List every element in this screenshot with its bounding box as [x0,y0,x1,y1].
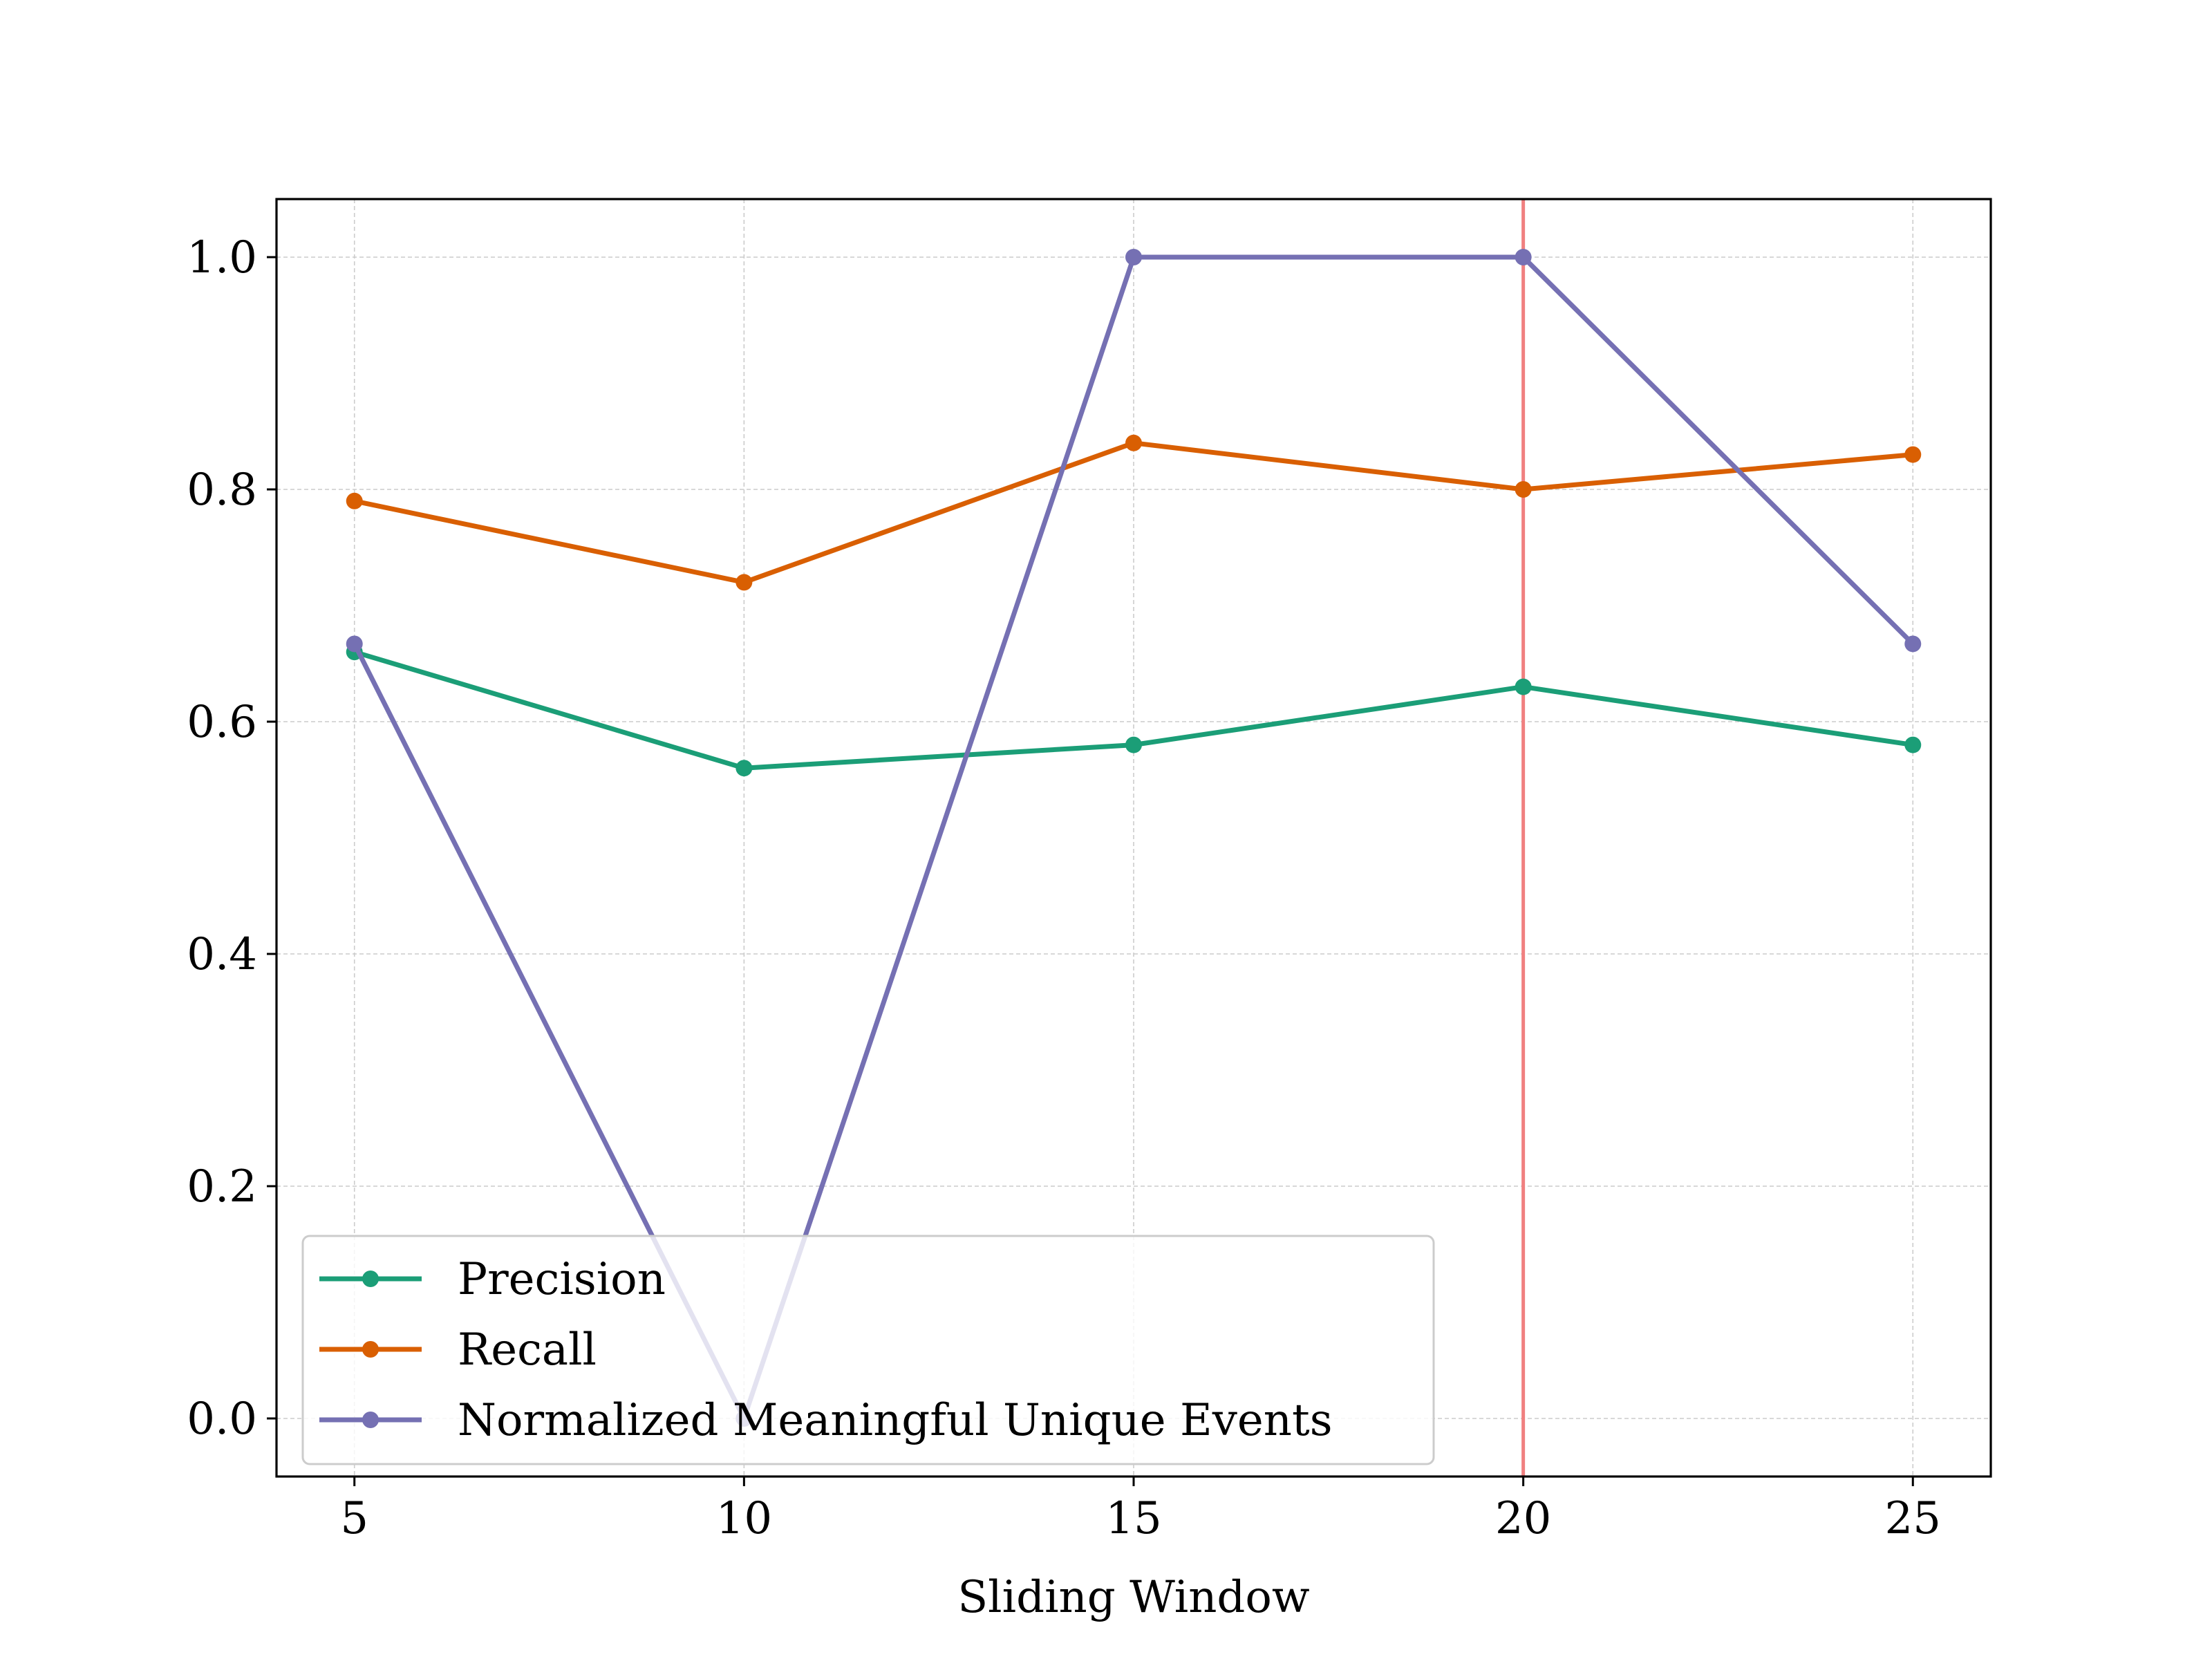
legend-marker [362,1271,379,1287]
data-point [1904,446,1922,463]
data-point [1125,736,1142,753]
x-tick-label: 5 [340,1493,368,1544]
legend-box [301,1235,1435,1465]
x-tick-label: 20 [1495,1493,1551,1544]
axis-ticks: 5 10 15 20 25 0.0 0.2 0.4 0.6 0.8 1.0 [187,232,1941,1544]
legend-marker [362,1412,379,1428]
data-point [1515,678,1532,695]
y-tick-label: 0.6 [187,697,257,748]
y-tick-label: 0.0 [187,1394,257,1445]
x-axis-label: Sliding Window [957,1572,1309,1623]
legend-label: Precision [458,1254,666,1305]
data-point [346,492,363,509]
y-tick-label: 0.2 [187,1161,257,1212]
data-point [1515,481,1532,498]
y-tick-label: 1.0 [187,232,257,283]
data-point [1515,249,1532,265]
y-tick-label: 0.8 [187,465,257,516]
y-tick-label: 0.4 [187,929,257,980]
legend-label: Recall [458,1324,597,1376]
series-layer [346,249,1922,1427]
data-point [1125,434,1142,451]
legend-label: Normalized Meaningful Unique Events [458,1395,1333,1446]
x-tick-label: 25 [1885,1493,1941,1544]
legend-marker [362,1341,379,1358]
data-point [735,760,753,777]
data-point [1904,635,1922,653]
x-tick-label: 15 [1105,1493,1161,1544]
x-tick-label: 10 [716,1493,772,1544]
data-point [1904,736,1922,753]
data-point [346,635,363,653]
legend: Precision Recall Normalized Meaningful Uni… [301,1235,1435,1465]
data-point [735,574,753,591]
data-point [1125,249,1142,265]
